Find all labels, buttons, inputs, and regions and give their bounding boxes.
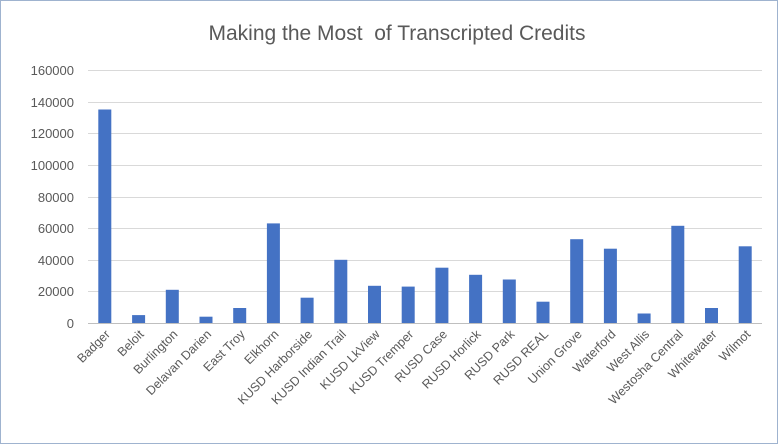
bar	[132, 315, 146, 323]
gridlines	[88, 70, 762, 324]
y-tick-label: 60000	[38, 221, 74, 236]
y-tick-label: 140000	[31, 95, 74, 110]
bar	[705, 308, 718, 323]
y-tick-label: 0	[67, 316, 74, 331]
bar	[165, 289, 179, 323]
chart-title: Making the Most of Transcripted Credits	[209, 22, 586, 45]
bar	[536, 301, 550, 323]
y-axis-ticks: 0 20000 40000 60000 80000 100000 120000 140000 1…	[31, 63, 74, 331]
y-tick-label: 20000	[38, 284, 74, 299]
x-tick-label: Wilmot	[716, 327, 753, 364]
y-tick-label: 160000	[31, 63, 74, 78]
bar	[637, 313, 651, 323]
bar	[671, 225, 685, 323]
bar	[98, 109, 112, 323]
y-tick-label: 120000	[31, 126, 74, 141]
bar	[502, 279, 516, 323]
bar	[469, 274, 483, 323]
bar	[435, 267, 449, 323]
bar	[368, 285, 381, 323]
bar	[300, 297, 314, 323]
bar	[266, 223, 280, 323]
bar	[233, 308, 247, 323]
bar	[738, 246, 752, 323]
y-tick-label: 80000	[38, 190, 74, 205]
bar	[603, 248, 617, 323]
y-tick-label: 40000	[38, 253, 74, 268]
bars	[98, 109, 752, 324]
bar	[570, 239, 584, 323]
x-tick-label: Badger	[75, 327, 113, 365]
bar	[334, 259, 348, 324]
bar	[401, 286, 415, 323]
bar	[199, 316, 213, 323]
y-tick-label: 100000	[31, 158, 74, 173]
